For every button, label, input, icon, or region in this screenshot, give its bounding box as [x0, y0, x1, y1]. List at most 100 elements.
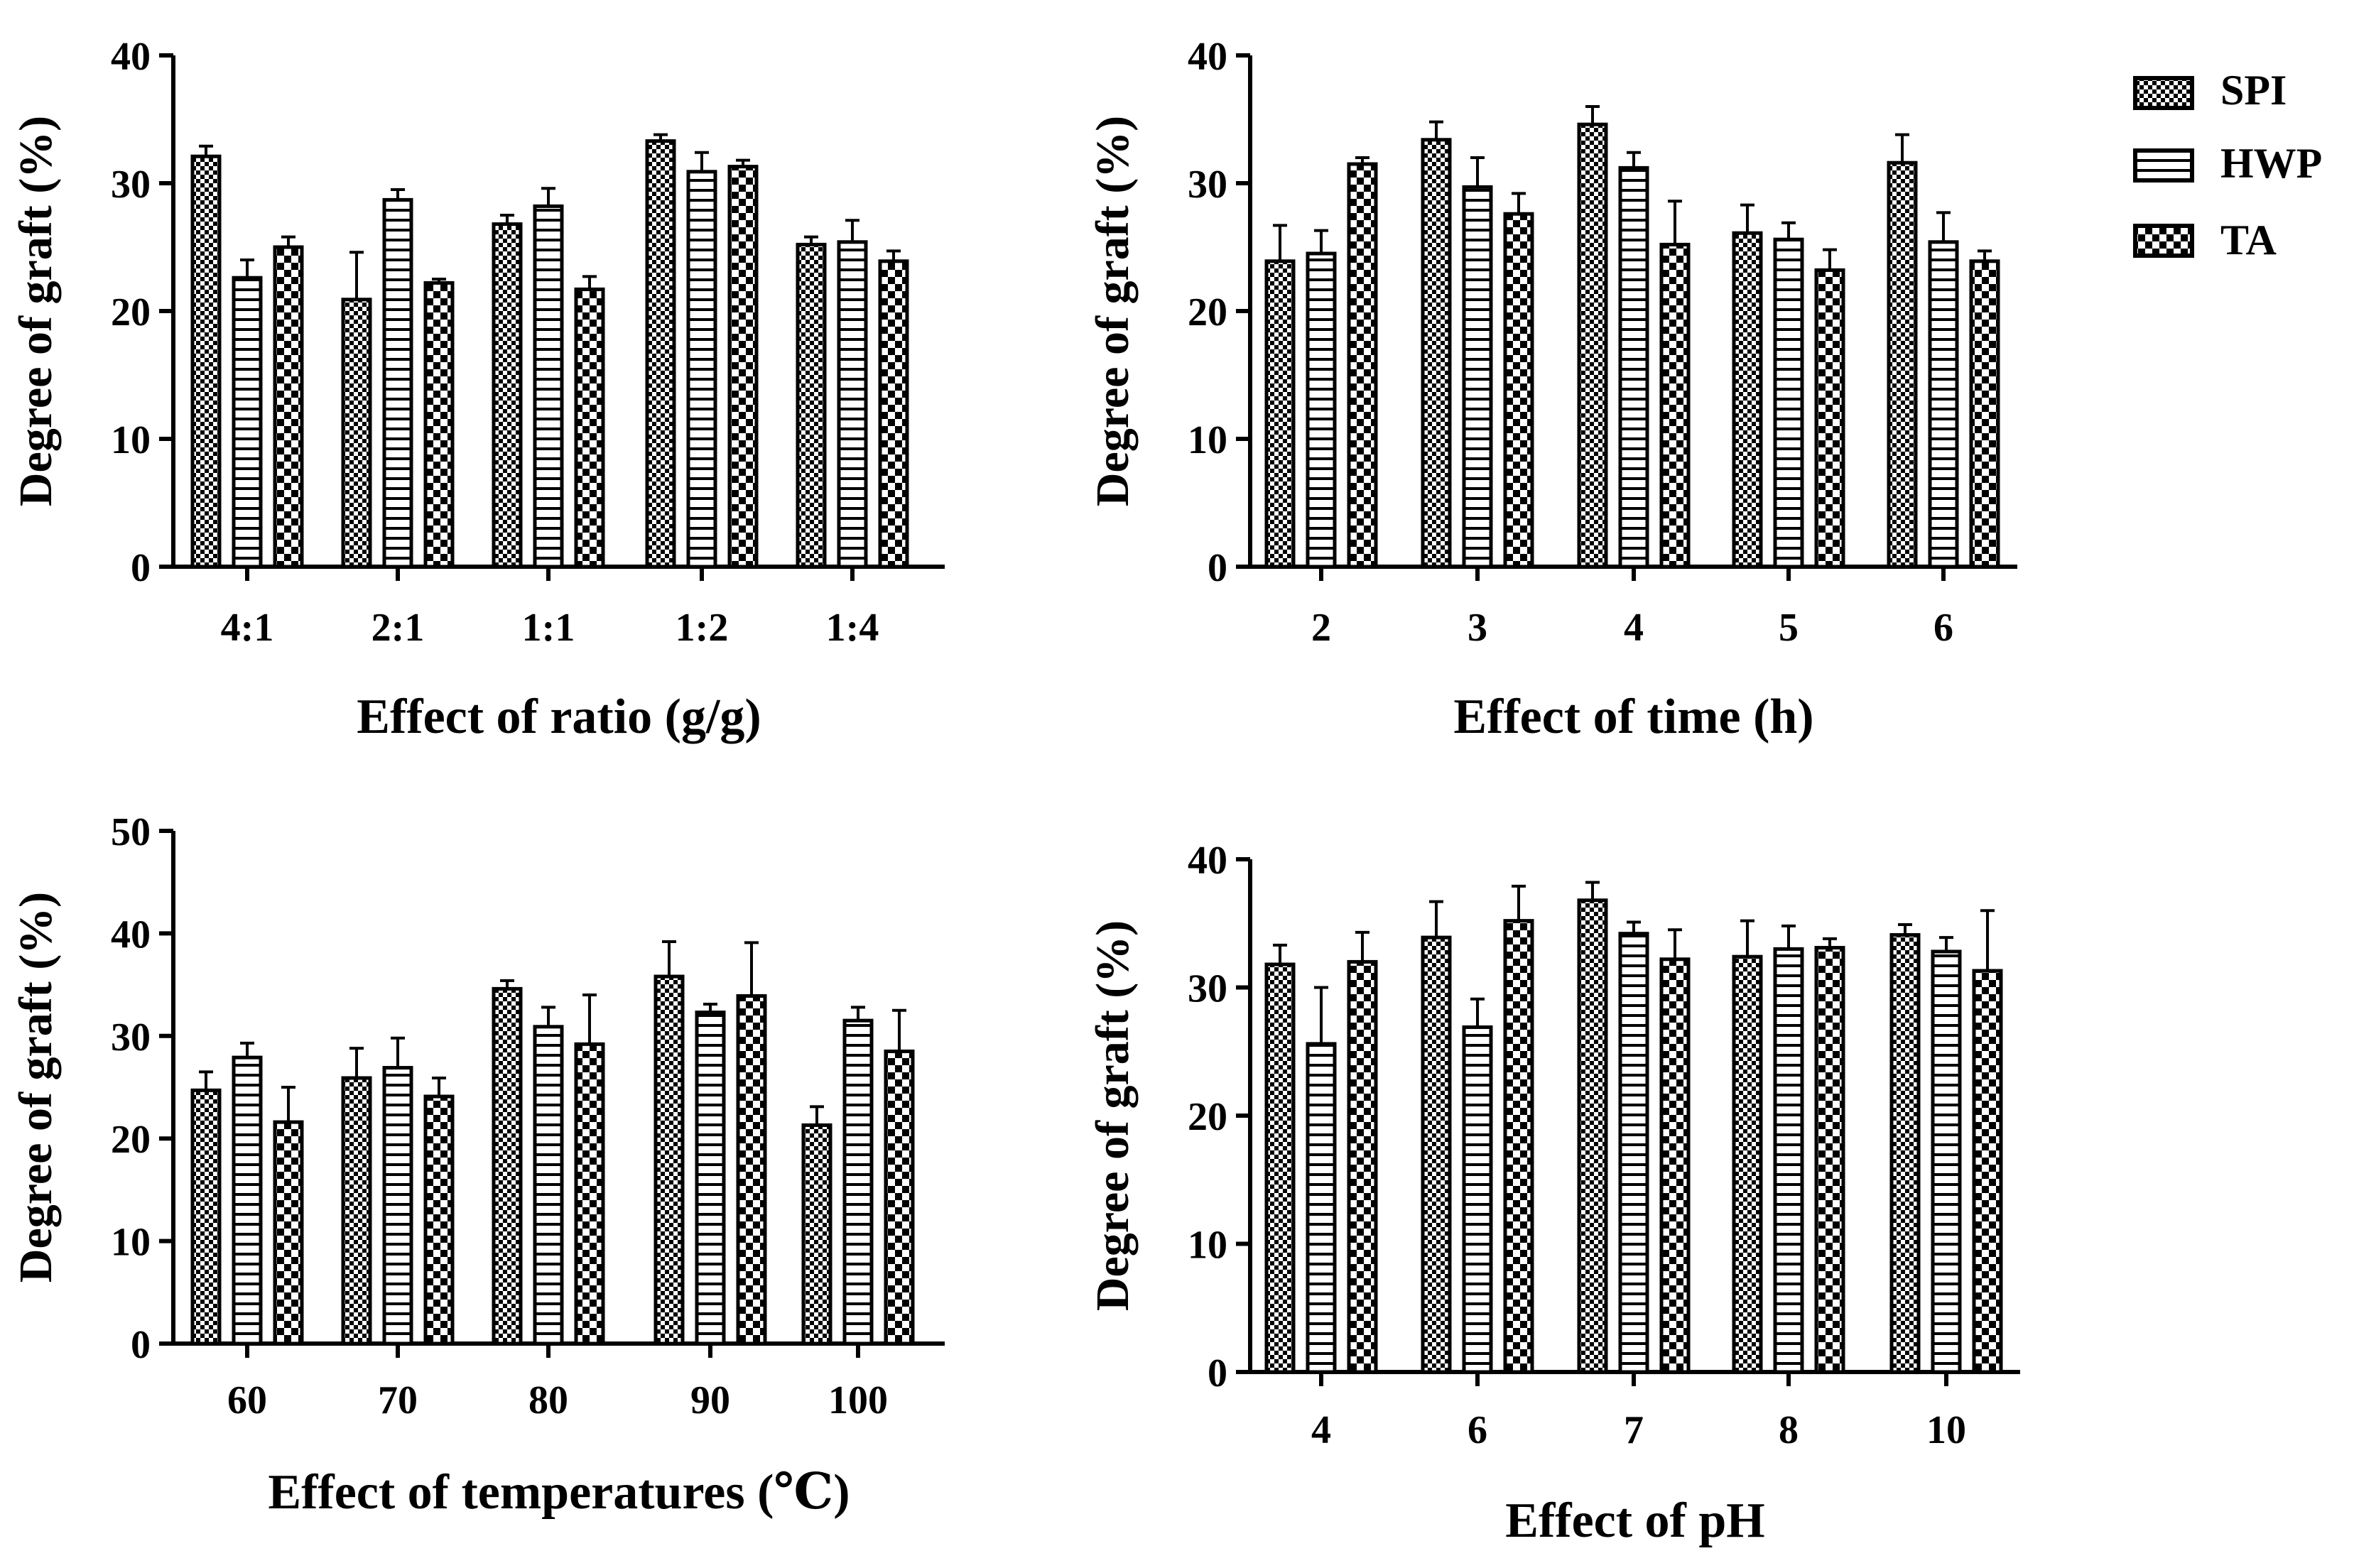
bar-ta: [423, 281, 455, 569]
x-tick-label: 90: [690, 1378, 730, 1422]
bar-spi: [1732, 231, 1763, 569]
bar-ta: [884, 1049, 915, 1346]
x-tick-label: 1:4: [826, 606, 879, 650]
y-tick-label: 0: [131, 1323, 151, 1367]
bar-spi: [341, 298, 372, 569]
bar-hwp: [232, 276, 263, 569]
x-tick-label: 6: [1468, 1408, 1487, 1452]
legend-item-spi: SPI: [2133, 67, 2287, 114]
legend-label-ta: TA: [2220, 217, 2277, 263]
bar-hwp: [1931, 949, 1962, 1374]
legend-label-spi: SPI: [2220, 67, 2287, 114]
bar-hwp: [382, 197, 413, 569]
bar-ta: [1814, 268, 1845, 569]
bar-spi: [1264, 962, 1296, 1374]
x-axis-title: Effect of time (h): [1453, 690, 1813, 744]
y-tick-label: 20: [1188, 1095, 1227, 1139]
legend-item-hwp: HWP: [2133, 140, 2322, 187]
bar-hwp: [1462, 1025, 1493, 1374]
bar-ta: [727, 165, 759, 569]
chart-panel-ph: 0 10 20 30 40 Degree of graft (%) 4 6 7 8 10 Effect…: [1087, 839, 2020, 1548]
bar-hwp: [695, 1011, 726, 1346]
x-tick-label: 5: [1779, 606, 1799, 650]
y-tick-label: 40: [1188, 839, 1227, 883]
x-tick-label: 2: [1311, 606, 1331, 650]
bar-hwp: [1462, 185, 1493, 569]
bar-ta: [1814, 946, 1845, 1374]
y-tick-label: 10: [111, 418, 151, 462]
bar-hwp: [686, 170, 717, 569]
legend-swatch-ta: [2133, 224, 2194, 258]
bar-spi: [1732, 954, 1763, 1374]
bar-hwp: [1928, 240, 1959, 569]
y-tick-label: 20: [111, 290, 151, 334]
y-tick-label: 40: [111, 35, 151, 79]
bar-spi: [492, 986, 523, 1346]
bar-hwp: [533, 204, 564, 569]
x-tick-label: 4:1: [221, 606, 274, 650]
bar-ta: [574, 1042, 605, 1346]
bar-ta: [1972, 969, 2003, 1374]
chart-panel-temperature: 0 10 20 30 40 50 Degree of graft (%) 60 70 80 90 10…: [10, 810, 945, 1520]
y-tick-label: 10: [1188, 418, 1227, 462]
bar-hwp: [533, 1025, 564, 1346]
x-tick-label: 1:1: [522, 606, 575, 650]
bar-ta: [1659, 242, 1691, 569]
bar-hwp: [382, 1066, 413, 1346]
y-tick-label: 30: [111, 1016, 151, 1060]
y-tick-label: 0: [1208, 546, 1227, 590]
bar-hwp: [1773, 947, 1804, 1374]
y-tick-label: 40: [111, 913, 151, 957]
bar-ta: [736, 993, 767, 1346]
x-tick-label: 8: [1779, 1408, 1799, 1452]
x-tick-label: 2:1: [371, 606, 425, 650]
bar-spi: [796, 242, 827, 569]
y-tick-label: 0: [1208, 1351, 1227, 1395]
chart-panel-ratio: 0 10 20 30 40 Degree of graft (%) 4:1 2:1 1:1 1:2…: [10, 35, 945, 744]
bar-spi: [653, 974, 685, 1346]
bar-spi: [341, 1076, 372, 1346]
x-tick-label: 70: [378, 1378, 418, 1422]
x-tick-label: 80: [528, 1378, 568, 1422]
x-tick-label: 60: [227, 1378, 267, 1422]
bar-spi: [190, 1088, 222, 1346]
legend-swatch-hwp: [2133, 148, 2194, 183]
y-tick-label: 40: [1188, 35, 1227, 79]
chart-legend: SPI HWP TA: [2133, 67, 2322, 263]
bar-spi: [1421, 138, 1452, 569]
bar-hwp: [837, 240, 868, 569]
bar-spi: [1421, 935, 1452, 1374]
x-tick-label: 6: [1933, 606, 1953, 650]
bar-spi: [1264, 259, 1296, 569]
bar-hwp: [232, 1055, 263, 1346]
x-tick-label: 1:2: [676, 606, 729, 650]
bar-ta: [1347, 959, 1378, 1374]
y-tick-label: 30: [1188, 163, 1227, 207]
y-tick-label: 10: [111, 1221, 151, 1265]
bar-hwp: [842, 1018, 874, 1346]
bar-hwp: [1618, 932, 1649, 1374]
bar-ta: [1503, 919, 1534, 1374]
bar-hwp: [1306, 251, 1337, 569]
bar-ta: [574, 287, 605, 569]
legend-label-hwp: HWP: [2220, 140, 2322, 187]
bar-spi: [190, 154, 222, 569]
x-axis-title: Effect of pH: [1505, 1493, 1764, 1548]
y-tick-label: 20: [1188, 290, 1227, 334]
bar-spi: [1887, 160, 1918, 569]
x-tick-label: 100: [828, 1378, 888, 1422]
bar-ta: [273, 245, 304, 569]
bar-spi: [1889, 932, 1921, 1374]
y-tick-label: 0: [131, 546, 151, 590]
chart-panel-time: 0 10 20 30 40 Degree of graft (%) 2 3 4 5 6 Effect …: [1087, 35, 2017, 744]
bar-ta: [878, 259, 909, 569]
bar-hwp: [1773, 237, 1804, 569]
bar-ta: [273, 1120, 304, 1346]
legend-item-ta: TA: [2133, 217, 2277, 263]
bar-ta: [1659, 957, 1691, 1374]
bar-ta: [1503, 212, 1534, 569]
x-tick-label: 3: [1468, 606, 1487, 650]
y-tick-label: 50: [111, 810, 151, 854]
y-axis-title: Degree of graft (%): [1087, 920, 1139, 1311]
